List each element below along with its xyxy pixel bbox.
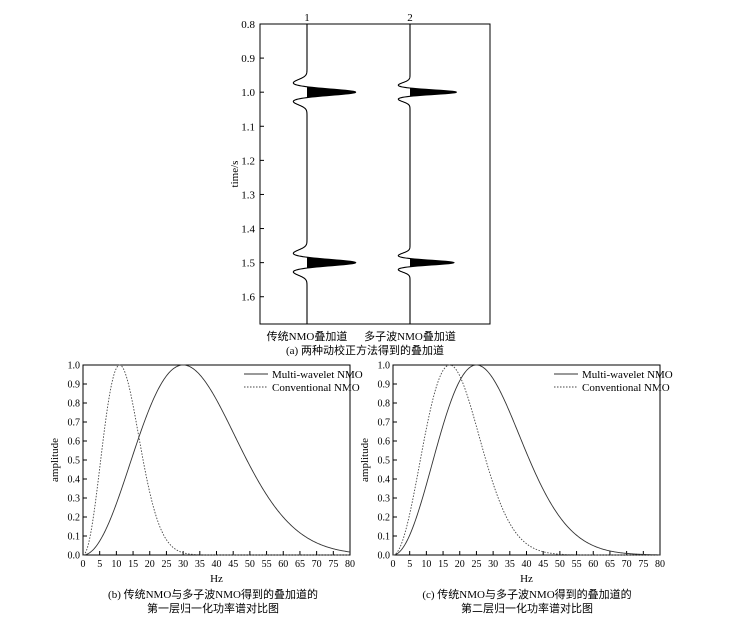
- x-tick-label: 25: [161, 559, 171, 570]
- panel-a-y-axis-label: time/s: [229, 161, 241, 188]
- panel-a-y-tick-label: 1.1: [241, 121, 255, 133]
- x-tick-label: 10: [111, 559, 121, 570]
- x-tick-label: 60: [278, 559, 288, 570]
- legend-entry: Conventional NMO: [582, 382, 670, 394]
- x-tick-label: 5: [407, 559, 412, 570]
- y-tick-label: 0.5: [68, 456, 81, 467]
- y-tick-label: 0.7: [68, 418, 81, 429]
- x-axis-label: Hz: [520, 573, 533, 585]
- x-tick-label: 35: [195, 559, 205, 570]
- trace-wiggle: [292, 24, 357, 324]
- panel-c-caption-line2: 第二层归一化功率谱对比图: [461, 603, 593, 615]
- y-tick-label: 0.8: [68, 399, 81, 410]
- y-tick-label: 0.0: [68, 551, 81, 562]
- y-axis-label: amplitude: [359, 438, 371, 482]
- multi-wavelet-nmo-curve: [82, 364, 351, 556]
- panel-b-caption-line1: (b) 传统NMO与多子波NMO得到的叠加道的: [108, 589, 318, 601]
- x-tick-label: 50: [245, 559, 255, 570]
- x-tick-label: 50: [555, 559, 565, 570]
- x-tick-label: 40: [212, 559, 222, 570]
- panel-b-caption-line2: 第一层归一化功率谱对比图: [147, 603, 279, 615]
- panel-b-power-spectrum-layer1: 0 5 10 15 20 25 30 35 40 45 50 55 60 65 70 75 80 0.0 0.1 0.…: [49, 361, 363, 586]
- x-tick-label: 40: [522, 559, 532, 570]
- x-tick-label: 10: [421, 559, 431, 570]
- x-tick-label: 45: [538, 559, 548, 570]
- y-tick-label: 0.2: [68, 513, 81, 524]
- trace-number-label: 1: [304, 12, 310, 24]
- x-tick-label: 25: [471, 559, 481, 570]
- trace-name-label: 多子波NMO叠加道: [364, 329, 456, 343]
- panel-a-y-tick-label: 1.5: [241, 258, 255, 270]
- panel-a-seismic-traces: 0.8 0.9 1.0 1.1 1.2 1.3 1.4 1.5 1.6 time/s 1 传统NMO叠…: [229, 12, 491, 343]
- x-tick-label: 60: [588, 559, 598, 570]
- y-tick-label: 0.9: [68, 380, 81, 391]
- panel-a-y-tick-label: 1.0: [241, 87, 255, 99]
- x-tick-label: 80: [655, 559, 665, 570]
- x-tick-label: 65: [605, 559, 615, 570]
- y-tick-label: 0.6: [378, 437, 391, 448]
- panel-a-caption: (a) 两种动校正方法得到的叠加道: [286, 345, 444, 357]
- legend-entry: Conventional NMO: [272, 382, 360, 394]
- y-tick-label: 0.6: [68, 437, 81, 448]
- x-tick-label: 20: [455, 559, 465, 570]
- x-tick-label: 35: [505, 559, 515, 570]
- x-tick-label: 5: [97, 559, 102, 570]
- panel-c-caption-line1: (c) 传统NMO与多子波NMO得到的叠加道的: [422, 589, 632, 601]
- y-tick-label: 0.4: [378, 475, 391, 486]
- trace-peak-fill: [307, 75, 356, 109]
- x-tick-label: 75: [328, 559, 338, 570]
- panel-a-y-tick-label: 0.9: [241, 53, 255, 65]
- y-tick-label: 0.4: [68, 475, 81, 486]
- y-tick-label: 0.9: [378, 380, 391, 391]
- x-tick-label: 0: [391, 559, 396, 570]
- x-tick-label: 75: [638, 559, 648, 570]
- y-tick-label: 0.5: [378, 456, 391, 467]
- trace-wiggle: [397, 24, 457, 324]
- y-tick-label: 0.1: [378, 532, 391, 543]
- y-axis-label: amplitude: [49, 438, 61, 482]
- trace-peak-fill: [410, 250, 454, 275]
- legend-entry: Multi-wavelet NMO: [272, 369, 363, 381]
- x-tick-label: 15: [438, 559, 448, 570]
- x-tick-label: 80: [345, 559, 355, 570]
- x-tick-label: 20: [145, 559, 155, 570]
- y-tick-label: 0.3: [378, 494, 391, 505]
- panel-a-y-tick-label: 1.6: [241, 292, 255, 304]
- y-tick-label: 0.7: [378, 418, 391, 429]
- x-tick-label: 55: [262, 559, 272, 570]
- x-tick-label: 0: [81, 559, 86, 570]
- panel-a-y-tick-label: 0.8: [241, 19, 255, 31]
- panel-a-y-tick-label: 1.4: [241, 224, 255, 236]
- trace-number-label: 2: [407, 12, 413, 24]
- x-tick-label: 55: [572, 559, 582, 570]
- y-tick-label: 0.1: [68, 532, 81, 543]
- multi-wavelet-nmo-curve: [392, 364, 661, 556]
- panel-a-y-tick-label: 1.3: [241, 189, 255, 201]
- y-tick-label: 1.0: [68, 361, 81, 372]
- legend-entry: Multi-wavelet NMO: [582, 369, 673, 381]
- x-axis-label: Hz: [210, 573, 223, 585]
- panel-a-frame: [259, 23, 491, 325]
- conventional-nmo-curve: [82, 364, 350, 556]
- panel-a-y-tick-label: 1.2: [241, 155, 255, 167]
- x-tick-label: 70: [622, 559, 632, 570]
- trace-peak-fill: [410, 79, 457, 105]
- x-tick-label: 30: [488, 559, 498, 570]
- x-tick-label: 30: [178, 559, 188, 570]
- y-tick-label: 1.0: [378, 361, 391, 372]
- y-tick-label: 0.2: [378, 513, 391, 524]
- x-tick-label: 70: [312, 559, 322, 570]
- trace-peak-fill: [307, 246, 356, 279]
- x-tick-label: 45: [228, 559, 238, 570]
- conventional-nmo-curve: [392, 364, 660, 556]
- trace-name-label: 传统NMO叠加道: [267, 329, 348, 343]
- y-tick-label: 0.0: [378, 551, 391, 562]
- y-tick-label: 0.8: [378, 399, 391, 410]
- y-tick-label: 0.3: [68, 494, 81, 505]
- panel-c-power-spectrum-layer2: 0 5 10 15 20 25 30 35 40 45 50 55 60 65 70 75 80 0.0 0.1 0.…: [359, 361, 673, 586]
- x-tick-label: 15: [128, 559, 138, 570]
- x-tick-label: 65: [295, 559, 305, 570]
